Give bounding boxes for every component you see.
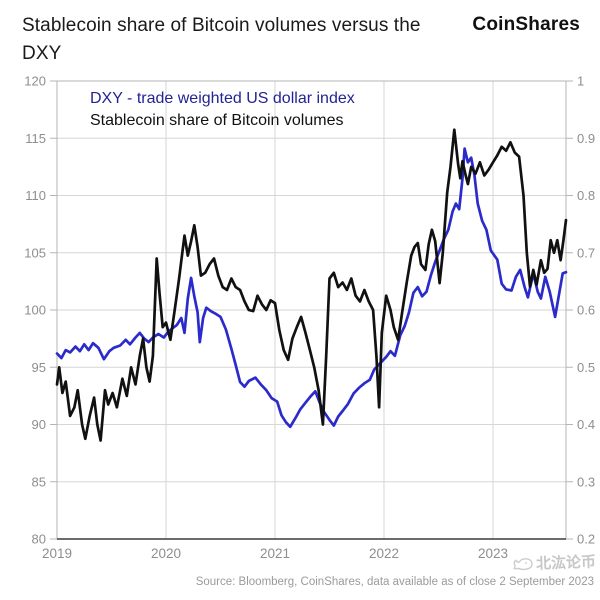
right-axis-tick-label: 0.5 bbox=[577, 360, 595, 375]
left-axis-tick-label: 110 bbox=[25, 188, 46, 203]
right-axis-tick-label: 0.8 bbox=[577, 188, 595, 203]
left-axis-tick-label: 85 bbox=[32, 474, 46, 489]
right-axis-tick-label: 0.4 bbox=[577, 417, 595, 432]
watermark: 北汯论币 bbox=[512, 551, 597, 575]
chart-legend: DXY - trade weighted US dollar index Sta… bbox=[90, 88, 355, 132]
x-axis-tick-label: 2019 bbox=[42, 546, 72, 561]
dxy-line-series bbox=[55, 147, 568, 429]
right-axis-tick-label: 1 bbox=[577, 74, 584, 89]
right-axis-tick-label: 0.7 bbox=[577, 245, 595, 260]
left-axis-tick-label: 80 bbox=[32, 532, 46, 547]
legend-stablecoin-label: Stablecoin share of Bitcoin volumes bbox=[90, 112, 344, 129]
left-axis-tick-label: 105 bbox=[24, 245, 46, 260]
left-axis-tick-label: 100 bbox=[24, 303, 46, 318]
left-axis-tick-label: 95 bbox=[32, 360, 46, 375]
legend-dxy-label: DXY - trade weighted US dollar index bbox=[90, 90, 355, 107]
right-axis-tick-label: 0.9 bbox=[577, 131, 595, 146]
left-axis-tick-label: 115 bbox=[25, 131, 46, 146]
x-axis-tick-label: 2021 bbox=[260, 546, 290, 561]
page-title: Stablecoin share of Bitcoin volumes vers… bbox=[22, 15, 421, 64]
right-axis-tick-label: 0.6 bbox=[577, 303, 595, 318]
right-axis-tick-label: 0.3 bbox=[577, 474, 595, 489]
brand-logo: CoinShares bbox=[472, 14, 580, 35]
source-note: Source: Bloomberg, CoinShares, data avai… bbox=[195, 576, 594, 588]
left-axis-tick-label: 120 bbox=[24, 74, 46, 89]
x-axis-tick-label: 2023 bbox=[478, 546, 508, 561]
right-axis-tick-label: 0.2 bbox=[577, 532, 595, 547]
x-axis-tick-label: 2022 bbox=[369, 546, 399, 561]
left-axis-tick-label: 90 bbox=[32, 417, 46, 432]
x-axis-tick-label: 2020 bbox=[151, 546, 181, 561]
whale-icon bbox=[512, 558, 533, 571]
stablecoin-line-series bbox=[55, 128, 568, 442]
watermark-text: 北汯论币 bbox=[535, 553, 597, 573]
